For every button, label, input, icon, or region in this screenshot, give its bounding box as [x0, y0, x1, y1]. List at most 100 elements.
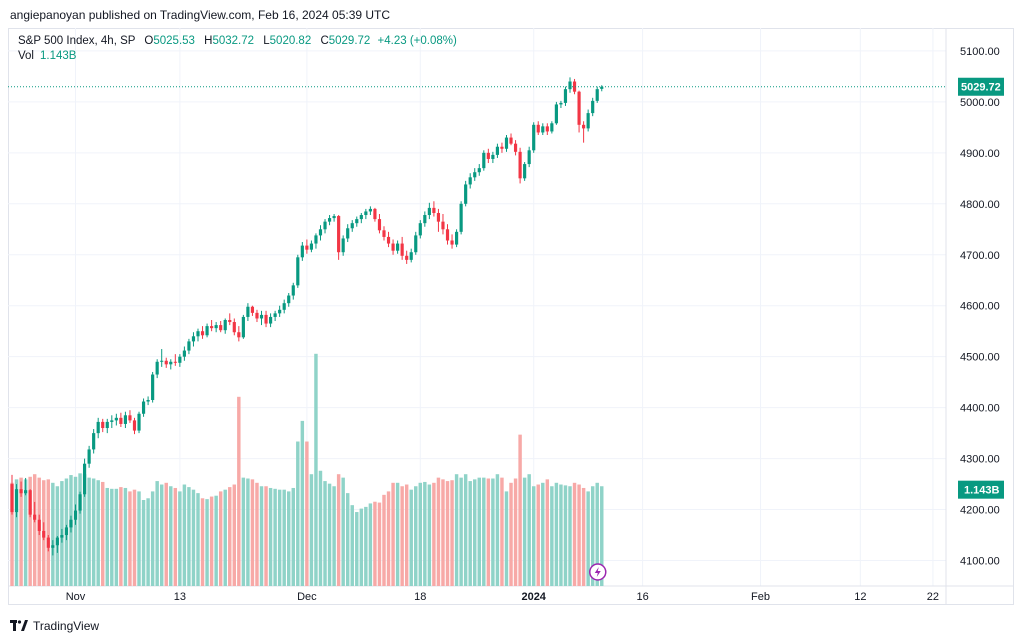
candle-body[interactable]: [436, 212, 441, 222]
candle-body[interactable]: [114, 417, 118, 421]
candle-body[interactable]: [259, 314, 264, 319]
candle-body[interactable]: [64, 527, 69, 536]
candle-body[interactable]: [409, 252, 413, 260]
candle-body[interactable]: [600, 86, 604, 89]
candle-body[interactable]: [42, 530, 46, 538]
candle-body[interactable]: [323, 221, 327, 230]
candle-body[interactable]: [282, 303, 286, 310]
candle-body[interactable]: [300, 245, 304, 258]
candle-body[interactable]: [287, 295, 291, 304]
candle-body[interactable]: [536, 124, 540, 133]
candle-body[interactable]: [191, 336, 196, 342]
candle-body[interactable]: [128, 415, 132, 421]
candle-body[interactable]: [96, 421, 100, 434]
candle-body[interactable]: [504, 137, 509, 149]
candle-body[interactable]: [527, 150, 531, 165]
candle-body[interactable]: [327, 218, 332, 222]
candle-body[interactable]: [291, 285, 295, 296]
candle-body[interactable]: [255, 312, 259, 319]
candle-body[interactable]: [60, 535, 64, 538]
candle-body[interactable]: [396, 243, 400, 251]
candle-body[interactable]: [160, 360, 164, 362]
candle-body[interactable]: [391, 243, 395, 251]
candle-body[interactable]: [541, 126, 545, 133]
candle-body[interactable]: [273, 313, 277, 317]
candle-body[interactable]: [459, 203, 463, 232]
candle-body[interactable]: [169, 361, 173, 365]
candle-body[interactable]: [250, 306, 255, 313]
candle-body[interactable]: [305, 245, 309, 250]
candle-body[interactable]: [46, 537, 50, 548]
candle-body[interactable]: [82, 463, 87, 495]
candle-body[interactable]: [309, 243, 314, 250]
candle-body[interactable]: [382, 230, 386, 237]
candle-body[interactable]: [523, 164, 527, 179]
candle-body[interactable]: [405, 255, 409, 260]
candle-body[interactable]: [78, 494, 82, 511]
candle-body[interactable]: [572, 81, 577, 92]
candle-body[interactable]: [219, 325, 223, 331]
candle-body[interactable]: [205, 326, 209, 336]
candle-body[interactable]: [400, 243, 404, 256]
candle-body[interactable]: [187, 341, 191, 351]
candle-body[interactable]: [545, 126, 549, 132]
candle-body[interactable]: [482, 152, 486, 169]
candle-body[interactable]: [568, 81, 572, 90]
candle-body[interactable]: [445, 229, 450, 241]
candle-body[interactable]: [119, 417, 123, 424]
candle-body[interactable]: [268, 316, 273, 324]
candle-body[interactable]: [500, 146, 504, 149]
candle-body[interactable]: [473, 172, 477, 178]
candle-body[interactable]: [491, 154, 495, 159]
candle-body[interactable]: [155, 361, 159, 375]
candle-body[interactable]: [278, 309, 282, 314]
candle-body[interactable]: [196, 331, 200, 337]
candle-body[interactable]: [486, 152, 490, 159]
candle-body[interactable]: [586, 113, 590, 129]
candlestick-chart[interactable]: 4100.00 4200.00 4300.00 4400.00 4500.00 4600.…: [8, 28, 1014, 605]
candle-body[interactable]: [200, 331, 205, 336]
candle-body[interactable]: [368, 208, 372, 212]
candle-body[interactable]: [468, 177, 472, 185]
candle-body[interactable]: [427, 207, 431, 216]
candle-body[interactable]: [28, 490, 32, 515]
candle-body[interactable]: [314, 235, 318, 244]
candle-body[interactable]: [55, 537, 59, 546]
candle-body[interactable]: [318, 229, 323, 236]
candle-body[interactable]: [141, 401, 146, 414]
candle-body[interactable]: [214, 325, 218, 329]
candle-body[interactable]: [377, 219, 382, 231]
candle-body[interactable]: [264, 314, 268, 324]
candle-body[interactable]: [346, 228, 350, 239]
candle-body[interactable]: [350, 223, 354, 229]
candle-body[interactable]: [246, 306, 250, 317]
candle-body[interactable]: [146, 400, 150, 402]
candle-body[interactable]: [554, 104, 558, 124]
candle-body[interactable]: [477, 168, 481, 173]
candle-body[interactable]: [577, 91, 581, 125]
candle-body[interactable]: [595, 89, 599, 101]
candle-body[interactable]: [132, 420, 137, 431]
candle-body[interactable]: [464, 184, 468, 204]
candle-body[interactable]: [110, 420, 114, 422]
candle-body[interactable]: [37, 519, 41, 531]
candle-body[interactable]: [228, 319, 232, 323]
candle-body[interactable]: [373, 208, 377, 220]
candle-body[interactable]: [509, 137, 513, 144]
candle-body[interactable]: [296, 257, 300, 286]
candle-body[interactable]: [450, 240, 454, 245]
candle-body[interactable]: [582, 124, 586, 129]
candle-body[interactable]: [337, 216, 341, 253]
candle-body[interactable]: [87, 449, 91, 464]
candle-body[interactable]: [232, 322, 236, 333]
candle-body[interactable]: [51, 545, 55, 548]
candle-body[interactable]: [151, 374, 155, 400]
candle-body[interactable]: [92, 433, 96, 450]
candle-body[interactable]: [550, 123, 554, 132]
candle-body[interactable]: [414, 235, 418, 253]
candle-body[interactable]: [532, 124, 536, 151]
candle-body[interactable]: [33, 514, 37, 520]
candle-body[interactable]: [423, 215, 427, 224]
candle-body[interactable]: [237, 332, 241, 338]
candle-body[interactable]: [241, 316, 245, 338]
